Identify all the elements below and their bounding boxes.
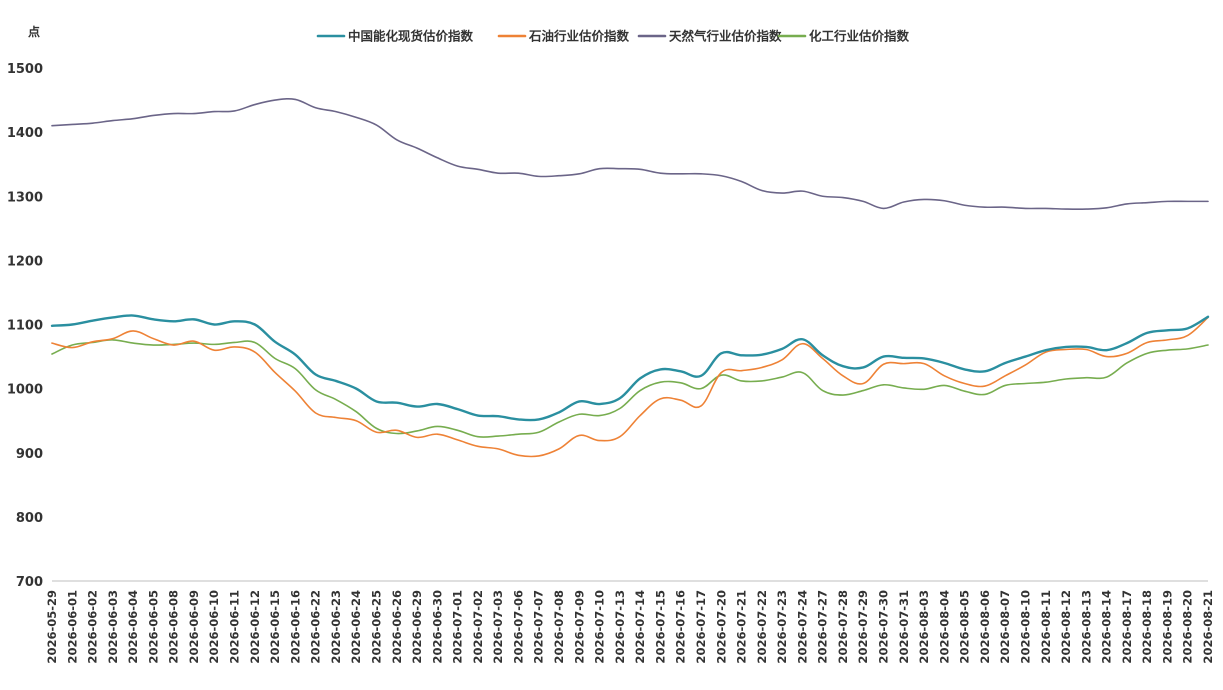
x-tick-label: 2026-06-29 [410, 590, 424, 664]
x-tick-label: 2026-07-02 [471, 590, 485, 664]
y-tick-label: 1000 [7, 383, 43, 398]
x-tick-label: 2026-07-01 [451, 590, 465, 664]
x-tick-label: 2026-06-08 [167, 590, 181, 664]
x-axis: 2026-05-29 2026-06-01 2026-06-02 2026-06-03… [45, 580, 1215, 664]
x-tick-label: 2026-06-22 [309, 590, 323, 664]
x-tick-label: 2026-08-11 [1039, 590, 1053, 664]
x-tick-label: 2026-07-06 [511, 590, 525, 664]
series-line-gas [51, 97, 1209, 211]
x-tick-label: 2026-07-30 [877, 590, 891, 664]
series-line-composite [50, 314, 1210, 422]
x-tick-label: 2026-07-24 [795, 590, 809, 664]
y-tick-label: 900 [16, 447, 43, 462]
legend: 中国能化现货估价指数 石油行业估价指数 天然气行业估价指数 化工行业估价指数 [316, 29, 910, 44]
legend-item-composite[interactable]: 中国能化现货估价指数 [316, 29, 474, 44]
x-tick-label: 2026-08-04 [937, 590, 951, 664]
y-tick-label: 1400 [7, 126, 43, 141]
x-tick-label: 2026-06-10 [207, 590, 221, 664]
x-tick-label: 2026-08-19 [1160, 590, 1174, 664]
legend-item-oil[interactable]: 石油行业估价指数 [497, 29, 630, 44]
x-tick-label: 2026-07-03 [491, 590, 505, 664]
x-tick-label: 2026-08-10 [1018, 590, 1032, 664]
y-tick-label: 1100 [7, 319, 43, 334]
legend-item-chemical[interactable]: 化工行业估价指数 [777, 29, 910, 44]
series-layer [50, 97, 1210, 458]
x-tick-label: 2026-08-20 [1181, 590, 1195, 664]
y-axis: 700 800 900 1000 1100 1200 1300 1400 1500 [7, 62, 43, 590]
x-tick-label: 2026-06-25 [369, 590, 383, 664]
x-tick-label: 2026-07-23 [775, 590, 789, 664]
x-tick-label: 2026-06-30 [430, 590, 444, 664]
x-tick-label: 2026-07-20 [714, 590, 728, 664]
x-tick-label: 2026-08-07 [998, 590, 1012, 664]
x-tick-label: 2026-06-16 [288, 590, 302, 664]
x-tick-label: 2026-07-28 [836, 590, 850, 664]
x-tick-label: 2026-06-11 [228, 590, 242, 664]
x-tick-label: 2026-06-23 [329, 590, 343, 664]
x-tick-label: 2026-07-21 [735, 590, 749, 664]
legend-label: 化工行业估价指数 [809, 29, 910, 44]
x-tick-label: 2026-07-27 [816, 590, 830, 664]
x-tick-label: 2026-07-22 [755, 590, 769, 664]
x-tick-label: 2026-07-08 [552, 590, 566, 664]
x-tick-label: 2026-07-13 [613, 590, 627, 664]
legend-label: 中国能化现货估价指数 [348, 29, 474, 44]
x-tick-label: 2026-07-15 [653, 590, 667, 664]
legend-label: 天然气行业估价指数 [669, 29, 782, 44]
x-tick-label: 2026-08-06 [978, 590, 992, 664]
x-tick-label: 2026-06-15 [268, 590, 282, 664]
x-tick-label: 2026-06-05 [146, 590, 160, 664]
x-tick-label: 2026-06-26 [390, 590, 404, 664]
x-tick-label: 2026-07-29 [856, 590, 870, 664]
x-tick-label: 2026-08-17 [1120, 590, 1134, 664]
x-tick-label: 2026-06-04 [126, 590, 140, 664]
x-tick-label: 2026-06-01 [65, 590, 79, 664]
x-tick-label: 2026-06-24 [349, 590, 363, 664]
x-tick-label: 2026-07-14 [633, 590, 647, 664]
x-tick-label: 2026-08-12 [1059, 590, 1073, 664]
y-tick-label: 1500 [7, 62, 43, 77]
x-tick-label: 2026-06-12 [248, 590, 262, 664]
x-tick-label: 2026-06-03 [106, 590, 120, 664]
series-line-oil [51, 316, 1209, 458]
y-tick-label: 1300 [7, 190, 43, 205]
x-tick-label: 2026-06-02 [86, 590, 100, 664]
x-tick-label: 2026-07-09 [572, 590, 586, 664]
x-tick-label: 2026-08-18 [1140, 590, 1154, 664]
x-tick-label: 2026-08-03 [917, 590, 931, 664]
legend-item-gas[interactable]: 天然气行业估价指数 [637, 29, 782, 44]
y-axis-unit: 点 [28, 24, 40, 39]
x-tick-label: 2026-07-17 [694, 590, 708, 664]
x-tick-label: 2026-06-09 [187, 590, 201, 664]
x-tick-label: 2026-05-29 [45, 590, 59, 664]
y-tick-label: 700 [16, 575, 43, 590]
x-tick-label: 2026-07-07 [532, 590, 546, 664]
x-tick-label: 2026-08-14 [1100, 590, 1114, 664]
series-line-chemical [51, 339, 1209, 438]
y-tick-label: 1200 [7, 254, 43, 269]
legend-label: 石油行业估价指数 [528, 29, 630, 44]
x-tick-label: 2026-07-31 [897, 590, 911, 664]
x-tick-label: 2026-08-13 [1079, 590, 1093, 664]
x-tick-label: 2026-08-05 [958, 590, 972, 664]
x-tick-label: 2026-08-21 [1201, 590, 1215, 664]
y-tick-label: 800 [16, 511, 43, 526]
x-tick-label: 2026-07-16 [674, 590, 688, 664]
x-tick-label: 2026-07-10 [593, 590, 607, 664]
